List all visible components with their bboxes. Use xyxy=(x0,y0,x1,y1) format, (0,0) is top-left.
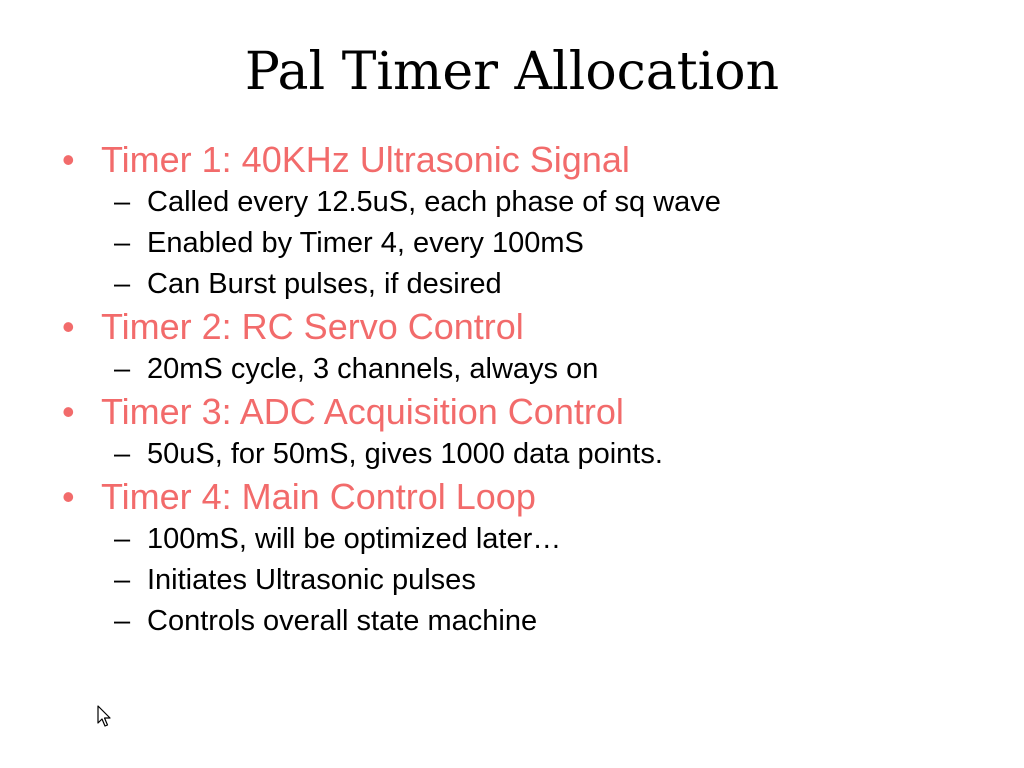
bullet-dot: • xyxy=(62,139,75,180)
bullet-text: Timer 4: Main Control Loop xyxy=(101,476,536,517)
bullet-text: Timer 1: 40KHz Ultrasonic Signal xyxy=(101,139,630,180)
sub-dash: – xyxy=(114,438,131,470)
sub-item: – Controls overall state machine xyxy=(62,601,982,642)
bullet-dot: • xyxy=(62,306,75,347)
sub-dash: – xyxy=(114,268,131,300)
bullet-text: Timer 3: ADC Acquisition Control xyxy=(101,391,624,432)
sub-list: – 50uS, for 50mS, gives 1000 data points… xyxy=(62,434,982,475)
bullet-row: • Timer 4: Main Control Loop xyxy=(62,475,982,519)
bullet-list: • Timer 1: 40KHz Ultrasonic Signal – Cal… xyxy=(62,138,982,642)
sub-text: 20mS cycle, 3 channels, always on xyxy=(147,353,599,385)
sub-list: – 100mS, will be optimized later… – Init… xyxy=(62,519,982,642)
sub-list: – 20mS cycle, 3 channels, always on xyxy=(62,349,982,390)
sub-text: Initiates Ultrasonic pulses xyxy=(147,564,476,596)
sub-text: Controls overall state machine xyxy=(147,605,538,637)
sub-list: – Called every 12.5uS, each phase of sq … xyxy=(62,182,982,305)
sub-text: Can Burst pulses, if desired xyxy=(147,268,502,300)
bullet-row: • Timer 3: ADC Acquisition Control xyxy=(62,390,982,434)
slide-title: Pal Timer Allocation xyxy=(244,42,780,102)
sub-item: – Called every 12.5uS, each phase of sq … xyxy=(62,182,982,223)
sub-dash: – xyxy=(114,605,131,637)
sub-item: – 20mS cycle, 3 channels, always on xyxy=(62,349,982,390)
sub-text: Enabled by Timer 4, every 100mS xyxy=(147,227,584,259)
sub-item: – Enabled by Timer 4, every 100mS xyxy=(62,223,982,264)
bullet-dot: • xyxy=(62,476,75,517)
bullet-item: • Timer 4: Main Control Loop – 100mS, wi… xyxy=(62,475,982,642)
bullet-dot: • xyxy=(62,391,75,432)
bullet-row: • Timer 2: RC Servo Control xyxy=(62,305,982,349)
bullet-item: • Timer 2: RC Servo Control – 20mS cycle… xyxy=(62,305,982,390)
sub-dash: – xyxy=(114,564,131,596)
sub-item: – 100mS, will be optimized later… xyxy=(62,519,982,560)
sub-item: – Can Burst pulses, if desired xyxy=(62,264,982,305)
bullet-row: • Timer 1: 40KHz Ultrasonic Signal xyxy=(62,138,982,182)
bullet-item: • Timer 3: ADC Acquisition Control – 50u… xyxy=(62,390,982,475)
bullet-text: Timer 2: RC Servo Control xyxy=(101,306,524,347)
sub-item: – Initiates Ultrasonic pulses xyxy=(62,560,982,601)
sub-dash: – xyxy=(114,186,131,218)
sub-text: 100mS, will be optimized later… xyxy=(147,523,562,555)
sub-dash: – xyxy=(114,523,131,555)
bullet-item: • Timer 1: 40KHz Ultrasonic Signal – Cal… xyxy=(62,138,982,305)
sub-dash: – xyxy=(114,227,131,259)
sub-item: – 50uS, for 50mS, gives 1000 data points… xyxy=(62,434,982,475)
sub-text: 50uS, for 50mS, gives 1000 data points. xyxy=(147,438,663,470)
sub-text: Called every 12.5uS, each phase of sq wa… xyxy=(147,186,721,218)
mouse-pointer-icon xyxy=(97,705,111,727)
sub-dash: – xyxy=(114,353,131,385)
